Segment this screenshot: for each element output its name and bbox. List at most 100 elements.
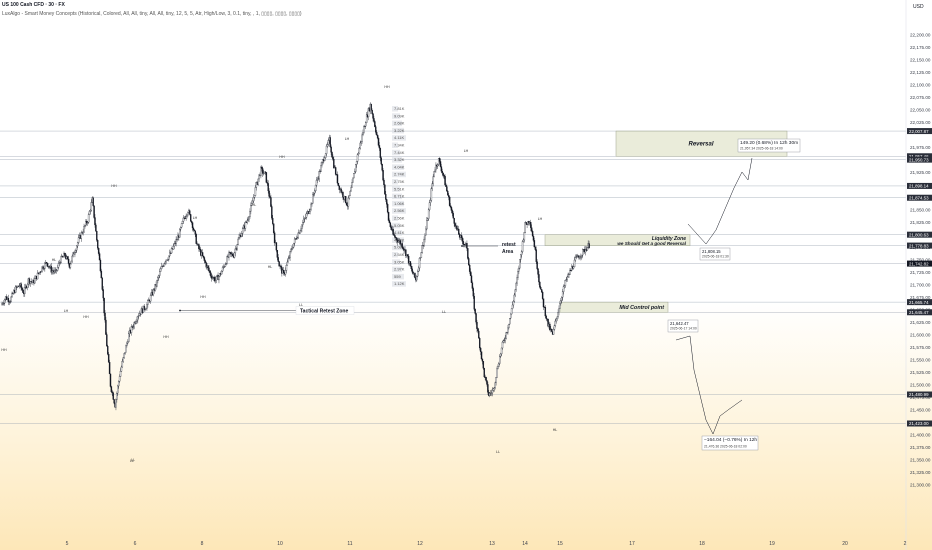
candle-body xyxy=(407,255,410,264)
volume-bar xyxy=(392,127,404,134)
candle-body xyxy=(513,294,516,302)
volume-label: 4.11K xyxy=(394,135,404,140)
candle-body xyxy=(244,221,247,229)
candle-body xyxy=(441,171,444,174)
structure-label: HL xyxy=(52,258,57,262)
projection-box xyxy=(667,319,699,333)
candle-body xyxy=(483,367,485,378)
candle-body xyxy=(40,271,42,273)
candle-body xyxy=(419,257,422,259)
candle-body xyxy=(205,262,207,268)
x-tick-label: 6 xyxy=(134,541,137,547)
y-tick-label: 22,200.00 xyxy=(910,33,931,38)
candle-body xyxy=(425,228,427,236)
candle-body xyxy=(75,250,77,253)
candle-body xyxy=(76,245,78,251)
candle-body xyxy=(162,265,165,267)
candle-body xyxy=(521,241,524,252)
x-tick-label: 20 xyxy=(842,541,848,547)
candle-body xyxy=(554,320,557,326)
candle-body xyxy=(563,285,566,287)
candle-body xyxy=(186,214,188,217)
candle-body xyxy=(199,248,201,250)
candle-body xyxy=(357,153,360,155)
candle-body xyxy=(4,299,6,304)
candle-body xyxy=(505,332,507,339)
y-tick-label: 21,825.00 xyxy=(910,220,931,225)
candle-body xyxy=(257,178,259,185)
structure-label: LH xyxy=(464,149,469,153)
candle-body xyxy=(303,217,306,220)
y-tick-label: 22,075.00 xyxy=(910,95,931,100)
candle-body xyxy=(163,263,165,267)
candle-body xyxy=(439,161,442,167)
candle-body xyxy=(261,166,263,169)
candle-body xyxy=(282,269,285,274)
y-tick-label: 21,300.00 xyxy=(910,483,931,488)
candle-body xyxy=(90,202,93,211)
candle-body xyxy=(353,173,355,179)
volume-bar xyxy=(392,266,402,273)
candle-body xyxy=(489,392,491,396)
volume-label: 2.75K xyxy=(394,179,405,184)
candle-body xyxy=(502,340,505,343)
candle-body xyxy=(36,272,39,280)
volume-bar xyxy=(392,142,398,148)
candle-body xyxy=(238,236,240,240)
candle-body xyxy=(461,237,464,242)
candle-body xyxy=(427,209,430,219)
candle-body xyxy=(496,368,498,378)
candle-body xyxy=(110,386,113,392)
volume-bar xyxy=(392,157,402,163)
candle-body xyxy=(503,340,506,342)
annotation-dot xyxy=(179,309,181,312)
candle-body xyxy=(386,204,389,213)
candle-body xyxy=(530,227,533,232)
candle-body xyxy=(374,121,376,127)
price-level-label: 21,480.99 xyxy=(909,392,929,397)
price-level-lines xyxy=(0,130,906,424)
candle-body xyxy=(268,190,270,197)
candle-body xyxy=(152,289,155,296)
candle-body xyxy=(228,251,230,258)
candle-body xyxy=(520,254,522,260)
candle-body xyxy=(411,268,413,273)
candle-body xyxy=(445,184,447,187)
volume-label: 2.68K xyxy=(394,121,405,126)
candle-body xyxy=(182,217,185,222)
candle-body xyxy=(375,132,378,136)
candle-body xyxy=(416,276,418,281)
candle-body xyxy=(57,263,60,268)
candle-body xyxy=(448,196,451,206)
candle-body xyxy=(179,228,181,238)
price-level-badge xyxy=(907,156,932,163)
candle-body xyxy=(444,176,446,186)
candle-body xyxy=(107,354,110,363)
candle-body xyxy=(324,157,326,162)
candle-body xyxy=(138,313,141,316)
volume-label: 7.44K xyxy=(394,150,405,155)
candle-body xyxy=(137,316,139,321)
candle-body xyxy=(192,227,195,231)
candle-body xyxy=(511,304,514,309)
candle-body xyxy=(251,200,254,204)
candle-body xyxy=(144,309,146,311)
candle-body xyxy=(50,265,52,273)
volume-bar xyxy=(392,215,398,221)
candle-body xyxy=(544,307,547,317)
projection-line1: 149.20 (0.68%) In 12h 30m xyxy=(740,140,798,146)
candle-body xyxy=(361,134,363,142)
price-level-badge xyxy=(907,194,932,201)
candle-body xyxy=(201,252,204,257)
candle-body xyxy=(252,197,255,202)
candle-body xyxy=(247,219,249,221)
candle-body xyxy=(54,270,56,273)
candle-body xyxy=(308,211,310,214)
candle-body xyxy=(389,222,392,227)
candle-body xyxy=(109,373,112,387)
candle-body xyxy=(470,275,473,283)
candle-body xyxy=(315,180,318,186)
candle-body xyxy=(20,283,22,289)
candle-body xyxy=(540,289,543,293)
